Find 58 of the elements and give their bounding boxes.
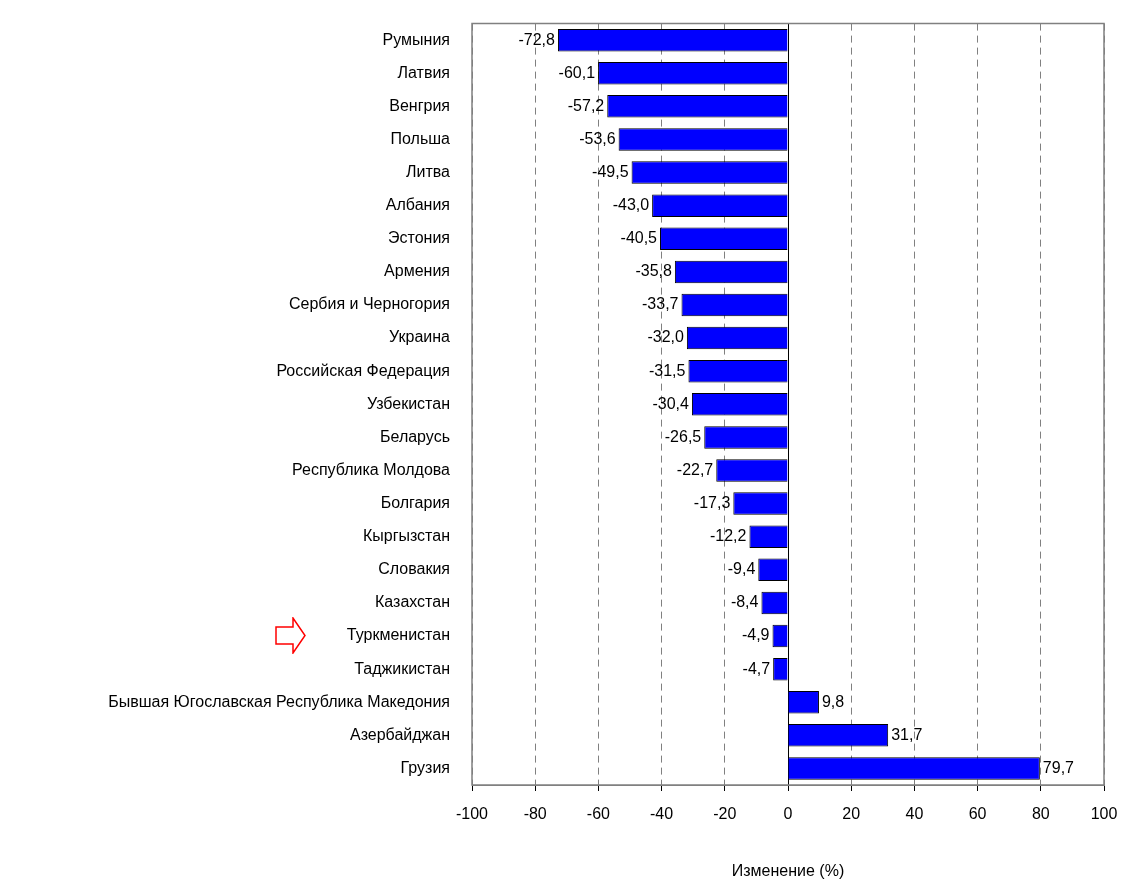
data-label: -32,0 [647,328,684,346]
x-tick-label: -100 [455,805,489,823]
y-tick-label: Эстония [388,229,450,247]
data-label: -33,7 [642,295,679,313]
data-label: -57,2 [567,96,605,114]
y-tick-label: Беларусь [380,427,450,445]
y-tick-label: Болгария [380,494,450,512]
y-tick-label: Казахстан [375,593,450,611]
y-tick-label: Словакия [378,560,450,578]
x-tick-label: 60 [968,805,987,823]
data-label: -9,4 [727,560,756,578]
y-tick-label: Литва [406,162,451,180]
x-tick-label: 40 [905,805,924,823]
data-label: -26,5 [664,427,702,445]
data-label: 9,8 [821,692,845,710]
data-label: -30,4 [652,394,690,412]
data-label: -40,5 [620,229,658,247]
y-tick-label: Сербия и Черногория [288,295,450,313]
y-tick-label: Таджикистан [354,659,450,677]
data-label: -31,5 [648,361,686,379]
y-tick-label: Грузия [400,758,450,776]
data-label: -43,0 [612,196,650,214]
y-tick-label: Азербайджан [349,725,450,743]
y-tick-label: Албания [385,196,450,214]
data-label: -4,9 [741,626,770,644]
data-label: -72,8 [518,30,556,48]
x-tick-label: -60 [586,805,611,823]
x-axis-title: Изменение (%) [731,861,845,879]
y-tick-label: Российская Федерация [276,361,450,379]
y-tick-label: Узбекистан [366,394,450,412]
x-tick-label: -80 [523,805,547,823]
y-tick-label: Туркменистан [346,626,450,644]
data-label: -12,2 [709,527,747,545]
y-tick-label: Румыния [382,30,450,48]
x-tick-label: -40 [650,805,674,823]
y-tick-label: Венгрия [389,96,450,114]
data-label: -53,6 [579,129,616,147]
data-label: -4,7 [742,659,771,677]
data-label: -49,5 [592,162,629,180]
x-tick-label: 20 [842,805,861,823]
data-label: -22,7 [676,460,714,478]
y-tick-label: Кыргызстан [362,527,450,545]
y-tick-label: Польша [390,129,451,147]
y-tick-label: Бывшая Югославская Республика Македония [108,692,450,710]
data-label: 79,7 [1042,758,1075,776]
data-label: -8,4 [730,593,759,611]
data-label: -60,1 [558,63,596,81]
data-label: -35,8 [635,262,672,280]
data-label: -17,3 [693,494,731,512]
y-tick-label: Украина [389,328,451,346]
y-tick-label: Армения [384,262,450,280]
y-tick-label: Республика Молдова [292,460,451,478]
x-tick-label: 80 [1031,805,1050,823]
x-tick-label: 0 [783,805,793,823]
data-label: 31,7 [891,725,923,743]
y-tick-label: Латвия [397,63,450,81]
x-tick-label: -20 [713,805,737,823]
x-tick-label: 100 [1090,805,1118,823]
